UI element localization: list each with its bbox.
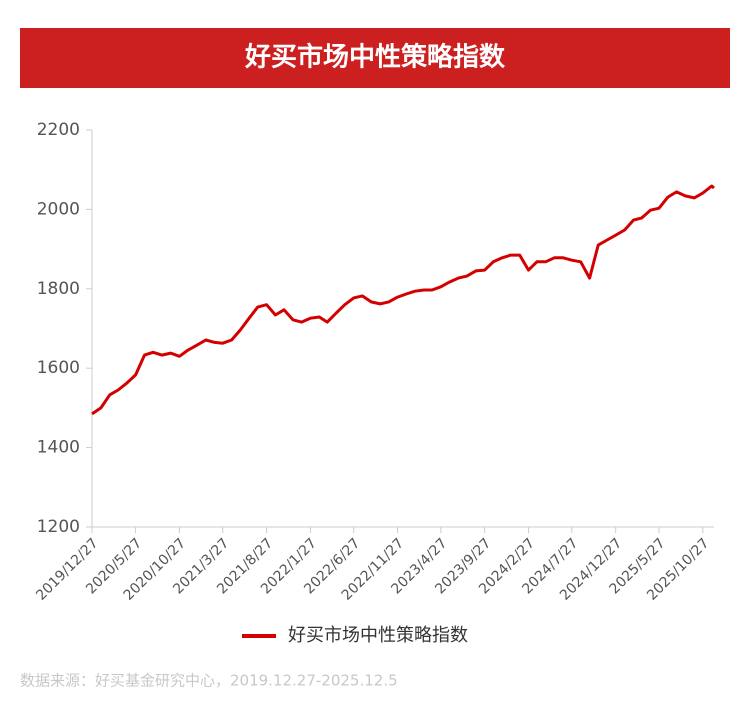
y-tick-label: 2000 [37, 199, 80, 219]
y-tick-label: 1400 [37, 438, 80, 458]
series-line [91, 184, 715, 416]
y-tick-label: 1600 [37, 358, 80, 378]
chart-title: 好买市场中性策略指数 [244, 42, 506, 73]
y-tick-label: 1200 [37, 517, 80, 537]
legend-label: 好买市场中性策略指数 [288, 625, 468, 646]
y-tick-label: 2200 [37, 120, 80, 140]
title-bar [20, 28, 730, 88]
source-note: 数据来源：好买基金研究中心，2019.12.27-2025.12.5 [20, 672, 398, 690]
y-tick-label: 1800 [37, 279, 80, 299]
